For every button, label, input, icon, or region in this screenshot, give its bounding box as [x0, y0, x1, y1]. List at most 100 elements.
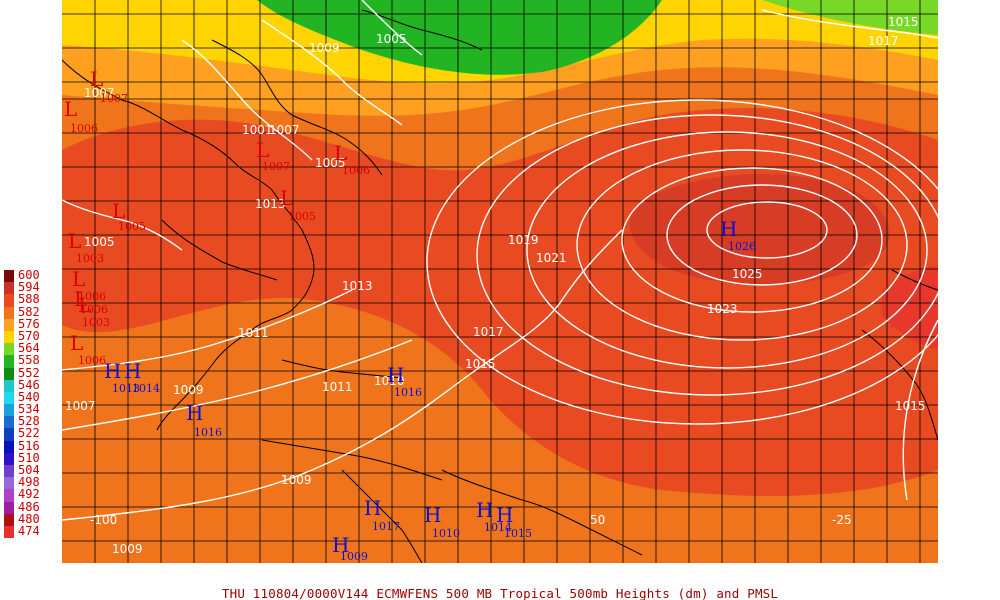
- high-center-symbol: H: [186, 401, 203, 425]
- legend-label: 504: [18, 463, 40, 477]
- legend-label: 558: [18, 353, 40, 368]
- map-canvas: 1005 1009 1015 1017 1007 1007 1001 1005 …: [62, 0, 938, 563]
- low-center-value: 1005: [288, 210, 316, 223]
- legend-entry: 546: [4, 378, 50, 392]
- isobar-label: 1009: [112, 542, 143, 556]
- legend-swatch: [4, 330, 14, 344]
- isobar-label: 1005: [315, 156, 346, 170]
- band-588-core: [629, 173, 890, 285]
- legend-label: 600: [18, 268, 40, 282]
- legend-swatch: [4, 489, 14, 502]
- isobar-label: 1025: [732, 267, 763, 281]
- legend-label: 564: [18, 341, 40, 356]
- legend-label: 570: [18, 328, 40, 343]
- high-center-symbol: H: [476, 498, 493, 522]
- isobar-label: 1009: [173, 383, 204, 397]
- legend-label: 534: [18, 402, 40, 417]
- isobars: [62, 0, 938, 521]
- band-588-east: [882, 265, 938, 350]
- legend-entry: 534: [4, 402, 50, 417]
- high-center-symbol: H: [720, 217, 737, 241]
- legend-label: 576: [18, 316, 40, 331]
- legend-label: 492: [18, 487, 40, 502]
- low-center-symbol: L: [72, 267, 85, 291]
- isobar-label: 1015: [888, 15, 919, 29]
- isobar-label-layer: 1005 1009 1015 1017 1007 1007 1001 1005 …: [65, 15, 926, 556]
- legend-label: 480: [18, 511, 40, 526]
- legend-entry: 504: [4, 463, 50, 478]
- isobar-label: 1015: [895, 399, 926, 413]
- legend-swatch: [4, 270, 14, 283]
- legend-swatch: [4, 513, 14, 526]
- high-center-value: 1010: [432, 527, 460, 540]
- low-center-symbol: L: [78, 293, 91, 317]
- high-center-symbol: H: [104, 359, 121, 383]
- legend-swatch: [4, 501, 14, 514]
- legend-entry: 510: [4, 450, 50, 465]
- high-center-value: 1016: [194, 426, 222, 439]
- isobar-label: 1015: [465, 357, 496, 371]
- low-center-value: 1007: [262, 160, 290, 173]
- high-center-value: 1016: [394, 386, 422, 399]
- high-pressure-centers: H 1026 H 1016 H 1013 H 1014 H 1016 H 101…: [104, 217, 756, 563]
- legend-label: 486: [18, 499, 40, 514]
- isobar-label: 1013: [255, 197, 286, 211]
- high-center-value: 1017: [372, 520, 400, 533]
- isobar-label: 1007: [269, 123, 300, 137]
- legend-entry: 474: [4, 524, 50, 539]
- legend-label: 516: [18, 438, 40, 453]
- legend-label: 510: [18, 450, 40, 465]
- low-center-value: 1007: [100, 92, 128, 105]
- high-center-value: 1013: [112, 382, 140, 395]
- legend-label: 540: [18, 389, 40, 404]
- legend-label: 528: [18, 414, 40, 429]
- longitude-label: 50: [590, 513, 605, 527]
- isobar-label: 1007: [84, 86, 115, 100]
- high-center-value: 1026: [728, 240, 756, 253]
- legend-swatch: [4, 428, 14, 441]
- legend-swatch: [4, 367, 14, 380]
- legend-entry: 588: [4, 293, 50, 307]
- high-center-symbol: H: [332, 533, 349, 557]
- band-582-se: [762, 496, 938, 563]
- legend-swatch: [4, 306, 14, 319]
- color-legend: 600 594 588 582 576 570 564 558 552 546 540 534 528 5…: [4, 268, 50, 539]
- legend-entry: 582: [4, 305, 50, 319]
- low-center-symbol: L: [68, 229, 81, 253]
- legend-entry: 486: [4, 499, 50, 514]
- low-center-value: 1006: [78, 354, 106, 367]
- legend-entry: 528: [4, 414, 50, 429]
- isobar-label: 1007: [65, 399, 96, 413]
- legend-entry: 564: [4, 341, 50, 356]
- longitude-label: -100: [90, 513, 117, 527]
- low-pressure-centers: L 1007 L 1006 L 1007 L 1006 L 1005 L 100…: [64, 67, 370, 367]
- legend-swatch: [4, 379, 14, 392]
- high-center-symbol: H: [387, 363, 404, 387]
- high-center-value: 1014: [132, 382, 160, 395]
- low-center-symbol: L: [90, 67, 103, 91]
- lat-lon-grid: [62, 0, 938, 563]
- low-center-value: 1003: [76, 252, 104, 265]
- legend-label: 522: [18, 426, 40, 441]
- legend-entry: 558: [4, 353, 50, 368]
- legend-swatch: [4, 452, 14, 465]
- legend-swatch: [4, 465, 14, 478]
- isobar-label: 1009: [309, 41, 340, 55]
- band-564-ne: [762, 0, 938, 35]
- legend-entry: 600: [4, 268, 50, 283]
- isobar-label: 1001: [242, 123, 273, 137]
- legend-swatch: [4, 404, 14, 417]
- isobar-label: 1005: [84, 235, 115, 249]
- isobar-label: 1017: [868, 34, 899, 48]
- isobar-label: 1013: [342, 279, 373, 293]
- high-center-symbol: H: [364, 496, 381, 520]
- isobar-label: 1019: [508, 233, 539, 247]
- isobar-label: 1011: [322, 380, 353, 394]
- isobar-label: 1011: [238, 326, 269, 340]
- legend-entry: 576: [4, 316, 50, 331]
- low-center-value: 1006: [342, 164, 370, 177]
- legend-swatch: [4, 294, 14, 307]
- legend-swatch: [4, 318, 14, 331]
- legend-label: 498: [18, 475, 40, 490]
